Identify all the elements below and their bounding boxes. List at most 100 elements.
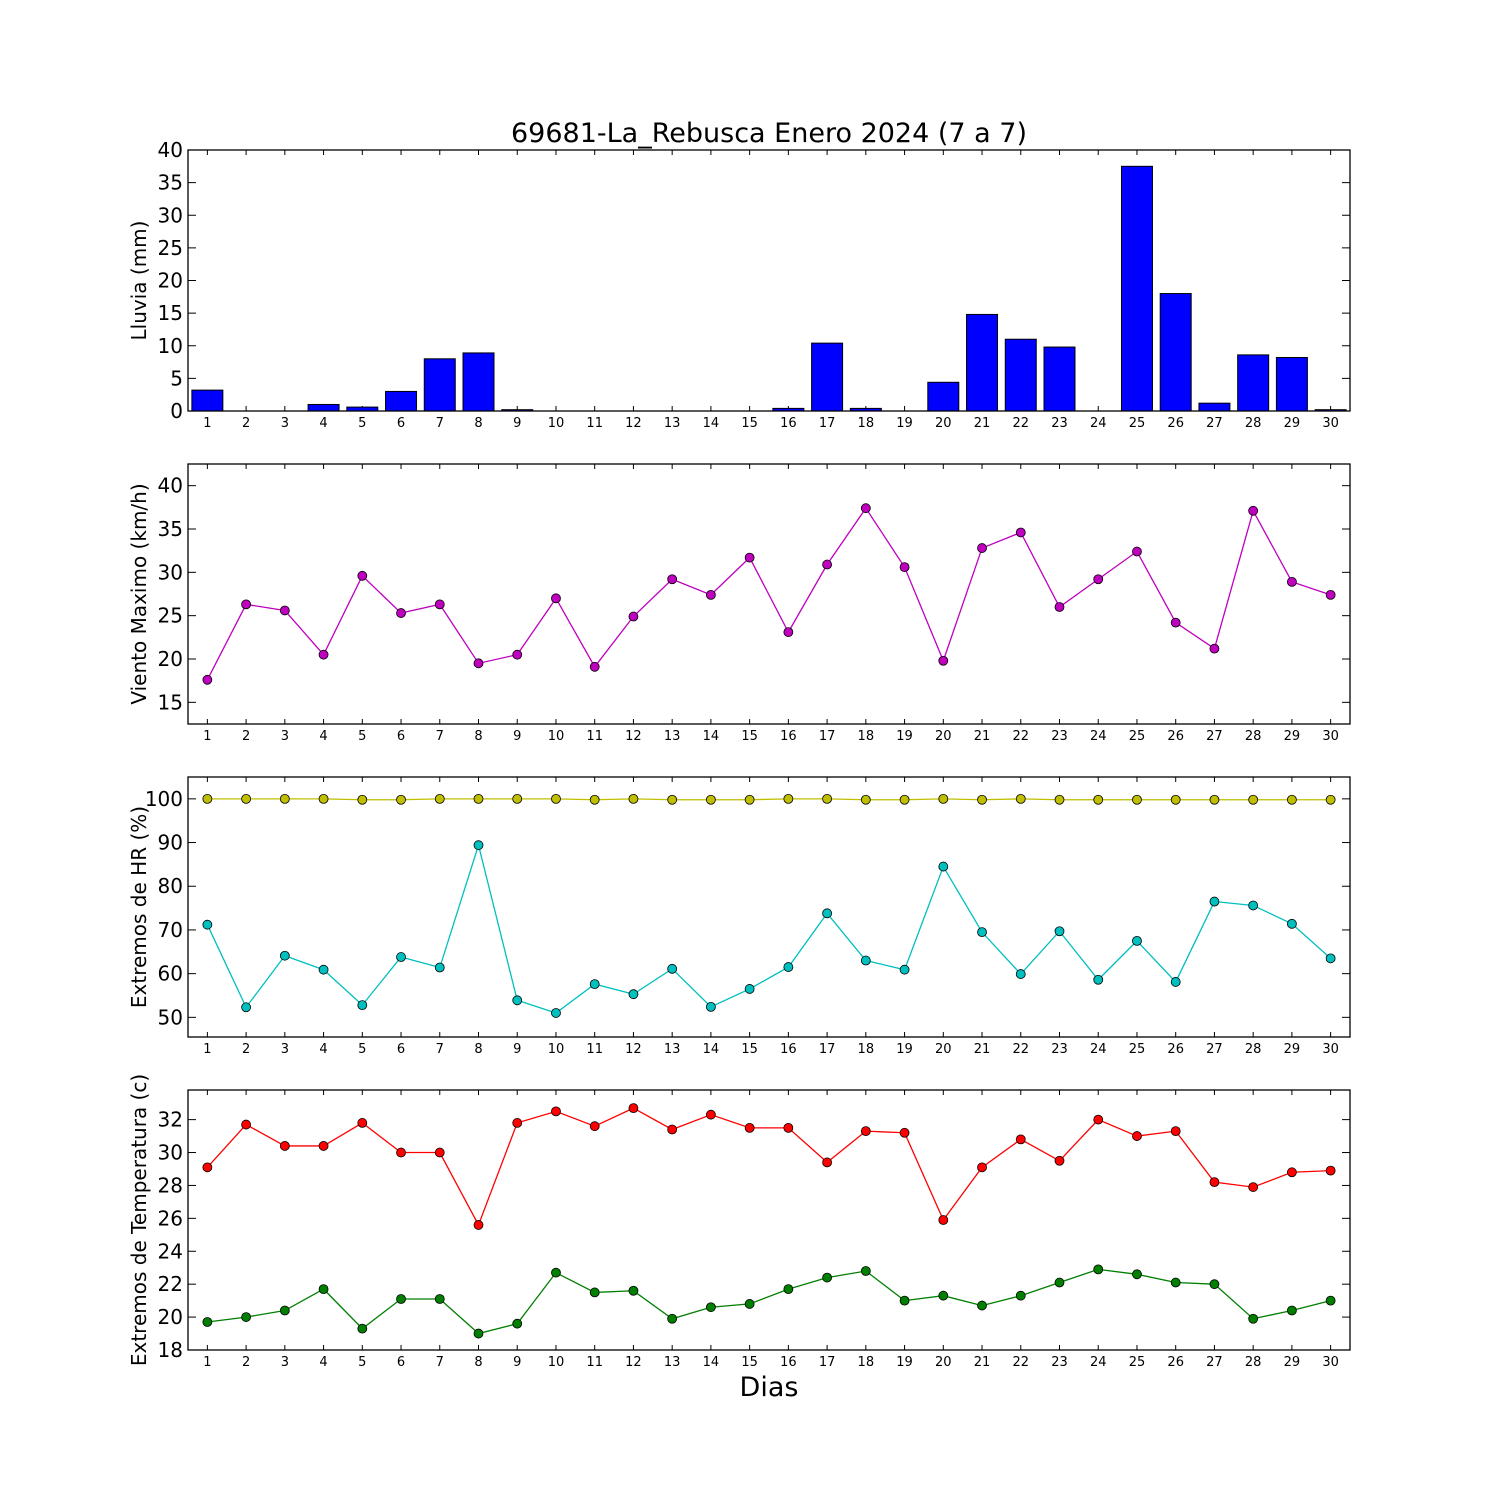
data-point bbox=[1287, 918, 1297, 929]
x-tick-label: 13 bbox=[664, 1355, 681, 1370]
chart-title: 69681-La_Rebusca Enero 2024 (7 a 7) bbox=[511, 118, 1027, 149]
x-tick-label: 3 bbox=[281, 1355, 289, 1370]
data-point bbox=[860, 503, 871, 514]
x-tick-label: 4 bbox=[319, 416, 327, 431]
x-tick-label: 14 bbox=[703, 729, 720, 744]
x-tick-label: 25 bbox=[1129, 1355, 1146, 1370]
data-point bbox=[706, 589, 716, 600]
data-point bbox=[1248, 1182, 1259, 1192]
data-point bbox=[396, 952, 406, 962]
data-point bbox=[512, 649, 523, 660]
bar bbox=[1198, 402, 1231, 412]
x-tick-label: 18 bbox=[858, 729, 875, 744]
data-point bbox=[938, 793, 949, 804]
data-point bbox=[1093, 1114, 1104, 1125]
data-point bbox=[202, 1162, 213, 1173]
y-tick-label: 30 bbox=[158, 1141, 183, 1165]
y-tick-label: 90 bbox=[158, 831, 183, 855]
x-tick-label: 20 bbox=[935, 416, 952, 431]
y-tick-label: 40 bbox=[158, 474, 183, 498]
data-point bbox=[1170, 794, 1181, 805]
data-point bbox=[357, 1323, 368, 1334]
x-tick-label: 29 bbox=[1284, 416, 1301, 431]
data-point bbox=[667, 1313, 678, 1324]
data-point bbox=[744, 984, 755, 994]
x-tick-label: 20 bbox=[935, 1355, 952, 1370]
y-tick-label: 50 bbox=[158, 1005, 183, 1029]
x-tick-label: 25 bbox=[1129, 416, 1146, 431]
data-point bbox=[744, 794, 755, 805]
x-tick-label: 2 bbox=[242, 1042, 250, 1057]
data-point bbox=[512, 995, 523, 1006]
data-point bbox=[589, 979, 600, 990]
y-tick-label: 15 bbox=[158, 690, 183, 714]
data-point bbox=[1248, 900, 1259, 911]
data-point bbox=[1015, 969, 1026, 979]
x-tick-label: 15 bbox=[741, 1042, 758, 1057]
data-point bbox=[706, 1302, 716, 1313]
x-tick-label: 19 bbox=[896, 729, 913, 744]
x-tick-label: 12 bbox=[625, 416, 642, 431]
x-tick-label: 22 bbox=[1012, 729, 1029, 744]
y-tick-label: 25 bbox=[158, 236, 183, 260]
data-point bbox=[473, 658, 484, 669]
data-point bbox=[589, 1121, 600, 1132]
x-tick-label: 27 bbox=[1206, 1042, 1223, 1057]
y-tick-label: 26 bbox=[158, 1206, 183, 1230]
x-axis-label: Dias bbox=[740, 1372, 799, 1403]
x-tick-label: 6 bbox=[397, 1355, 405, 1370]
x-tick-label: 5 bbox=[358, 416, 366, 431]
data-point bbox=[357, 1000, 368, 1011]
data-point bbox=[667, 1124, 678, 1135]
data-point bbox=[1015, 1290, 1026, 1301]
y-tick-label: 25 bbox=[158, 604, 183, 628]
x-tick-label: 27 bbox=[1206, 729, 1223, 744]
x-tick-label: 10 bbox=[548, 416, 565, 431]
x-tick-label: 9 bbox=[513, 1355, 521, 1370]
data-point bbox=[1054, 926, 1065, 937]
data-point bbox=[899, 1295, 910, 1306]
y-tick-label: 30 bbox=[158, 203, 183, 227]
y-tick-label: 15 bbox=[158, 301, 183, 325]
data-point bbox=[434, 1147, 445, 1158]
data-point bbox=[1132, 546, 1142, 557]
data-point bbox=[1015, 1134, 1026, 1145]
x-tick-label: 10 bbox=[548, 1042, 565, 1057]
x-tick-label: 12 bbox=[625, 1042, 642, 1057]
data-point bbox=[628, 989, 639, 1000]
data-point bbox=[706, 1001, 716, 1012]
x-tick-label: 4 bbox=[319, 1042, 327, 1057]
x-tick-label: 5 bbox=[358, 1042, 366, 1057]
x-tick-label: 24 bbox=[1090, 1042, 1107, 1057]
x-tick-label: 30 bbox=[1322, 416, 1339, 431]
data-point bbox=[589, 661, 600, 672]
data-point bbox=[1054, 1277, 1065, 1288]
bar bbox=[191, 389, 224, 412]
x-tick-label: 28 bbox=[1245, 1042, 1262, 1057]
x-tick-label: 12 bbox=[625, 729, 642, 744]
data-point bbox=[1287, 1167, 1297, 1178]
x-tick-label: 29 bbox=[1284, 729, 1301, 744]
data-point bbox=[1325, 1165, 1336, 1176]
data-point bbox=[1170, 1126, 1181, 1137]
data-point bbox=[706, 1109, 716, 1120]
data-point bbox=[241, 1119, 252, 1130]
data-point bbox=[977, 1162, 987, 1173]
data-point bbox=[279, 1141, 290, 1151]
x-tick-label: 15 bbox=[741, 1355, 758, 1370]
data-point bbox=[318, 793, 329, 804]
data-point bbox=[279, 950, 290, 961]
x-tick-label: 7 bbox=[436, 729, 444, 744]
data-point bbox=[783, 1122, 794, 1133]
bar bbox=[1004, 338, 1037, 412]
data-point bbox=[938, 1215, 949, 1225]
data-point bbox=[512, 1118, 523, 1128]
x-tick-label: 19 bbox=[896, 416, 913, 431]
x-tick-label: 28 bbox=[1245, 416, 1262, 431]
y-tick-label: 35 bbox=[158, 171, 183, 195]
x-tick-label: 23 bbox=[1051, 729, 1068, 744]
x-tick-label: 9 bbox=[513, 416, 521, 431]
x-tick-label: 4 bbox=[319, 1355, 327, 1370]
data-point bbox=[1054, 1155, 1065, 1166]
